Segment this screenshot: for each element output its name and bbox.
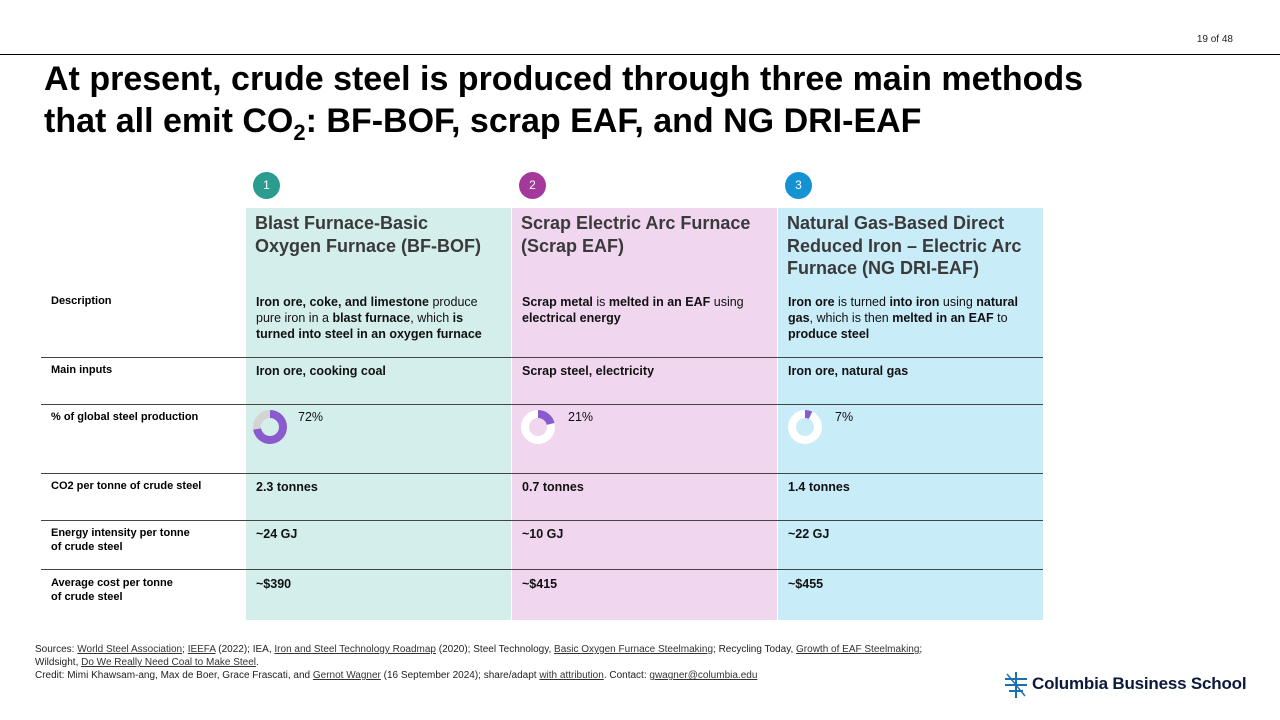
row-label-main-inputs: Main inputs [51,364,113,376]
desc-text: using [710,295,744,309]
description-col1: Iron ore, coke, and limestone produce pu… [256,294,501,342]
desc-text: , which [410,311,453,325]
sources-text: (2020); Steel Technology, [436,644,555,655]
link-coal-steel[interactable]: Do We Really Need Coal to Make Steel [81,657,257,668]
row-divider [41,404,1043,405]
energy-col1: ~24 GJ [256,527,298,541]
sources-text: . [256,657,259,668]
link-contact-email[interactable]: gwagner@columbia.edu [649,670,758,681]
row-label-cost: Average cost per tonne of crude steel [51,576,173,604]
desc-bold: melted in an EAF [892,311,994,325]
row-label-energy-line1: Energy intensity per tonne [51,527,190,539]
title-line2a: that all emit CO [44,102,294,140]
sources-text: Sources: [35,644,78,655]
row-label-description: Description [51,295,112,307]
column-2-heading: Scrap Electric Arc Furnace (Scrap EAF) [521,213,751,256]
main-inputs-col2: Scrap steel, electricity [522,364,655,378]
badge-2: 2 [519,172,546,199]
row-divider [41,569,1043,570]
share-col2: 21% [568,410,594,424]
page-number: 19 of 48 [1196,34,1233,45]
co2-col3: 1.4 tonnes [788,480,850,494]
donut-arc [521,410,555,444]
row-label-energy-line2: of crude steel [51,541,123,553]
co2-col1: 2.3 tonnes [256,480,318,494]
credit-text: (16 September 2024); share/adapt [380,670,540,681]
desc-text: to [993,311,1008,325]
credit-text: . Contact: [603,670,650,681]
sources-text: ; [919,644,923,655]
energy-col2: ~10 GJ [522,527,564,541]
share-col3: 7% [835,410,854,424]
main-inputs-col1: Iron ore, cooking coal [256,364,386,378]
donut-arc [788,410,822,444]
row-label-share: % of global steel production [51,411,199,423]
column-3-background [778,208,1043,620]
main-inputs-col3: Iron ore, natural gas [788,364,909,378]
sources-text: ; [182,644,188,655]
desc-text: is [592,295,609,309]
badge-3: 3 [785,172,812,199]
share-col1: 72% [298,410,324,424]
link-eaf-growth[interactable]: Growth of EAF Steelmaking [796,644,920,655]
row-label-energy: Energy intensity per tonne of crude stee… [51,526,190,554]
cost-col2: ~$415 [522,577,558,591]
sources-text: (2022); IEA, [215,644,275,655]
donut-chart-col1 [253,410,287,444]
link-attribution[interactable]: with attribution [539,670,604,681]
donut-chart-col2 [521,410,555,444]
row-label-co2: CO2 per tonne of crude steel [51,480,202,492]
column-1-heading: Blast Furnace-Basic Oxygen Furnace (BF-B… [255,213,482,256]
title-line1: At present, crude steel is produced thro… [44,60,1084,98]
top-divider [0,54,1280,55]
donut-arc [253,410,287,444]
columbia-crown-logo-icon [1005,672,1027,698]
desc-bold: produce steel [788,327,870,341]
title-line2b: : BF-BOF, scrap EAF, and NG DRI-EAF [305,102,922,140]
row-divider [41,473,1043,474]
row-label-cost-line1: Average cost per tonne [51,577,173,589]
link-bof-steelmaking[interactable]: Basic Oxygen Furnace Steelmaking [554,644,714,655]
desc-text: , which is then [809,311,893,325]
desc-bold: natural gas [788,295,1018,325]
cost-col1: ~$390 [256,577,292,591]
energy-col3: ~22 GJ [788,527,830,541]
credit-text: Credit: Mimi Khawsam-ang, Max de Boer, G… [35,670,313,681]
column-3-heading: Natural Gas-Based Direct Reduced Iron – … [787,213,1022,278]
desc-bold: blast furnace [332,311,411,325]
row-label-cost-line2: of crude steel [51,591,123,603]
column-1-background [246,208,511,620]
page-title: At present, crude steel is produced thro… [44,58,1244,145]
description-col3: Iron ore is turned into iron using natur… [788,294,1038,342]
description-col2: Scrap metal is melted in an EAF using el… [522,294,767,326]
co2-col2: 0.7 tonnes [522,480,584,494]
desc-bold: electrical energy [522,311,621,325]
sources-footnote: Sources: World Steel Association; IEEFA … [35,643,1035,682]
desc-bold: into iron [889,295,940,309]
sources-text: Wildsight, [35,657,82,668]
desc-text: using [939,295,977,309]
link-world-steel-association[interactable]: World Steel Association [77,644,183,655]
desc-bold: Iron ore [788,295,835,309]
badge-1: 1 [253,172,280,199]
cost-col3: ~$455 [788,577,824,591]
donut-chart-col3 [788,410,822,444]
logo-text: Columbia Business School [1032,674,1247,693]
desc-bold: is turned into steel in an oxygen furnac… [256,311,482,341]
row-divider [41,520,1043,521]
desc-bold: Iron ore, coke, and limestone [256,295,429,309]
desc-bold: melted in an EAF [608,295,711,309]
column-2-background [512,208,777,620]
link-ieefa[interactable]: IEEFA [187,644,216,655]
desc-text: is turned [834,295,890,309]
row-divider [41,357,1043,358]
link-iea-roadmap[interactable]: Iron and Steel Technology Roadmap [274,644,436,655]
desc-bold: Scrap metal [522,295,593,309]
desc-text: produce pure iron in a [256,295,478,325]
title-subscript: 2 [293,119,306,145]
sources-text: ; Recycling Today, [713,644,797,655]
link-gernot-wagner[interactable]: Gernot Wagner [312,670,381,681]
